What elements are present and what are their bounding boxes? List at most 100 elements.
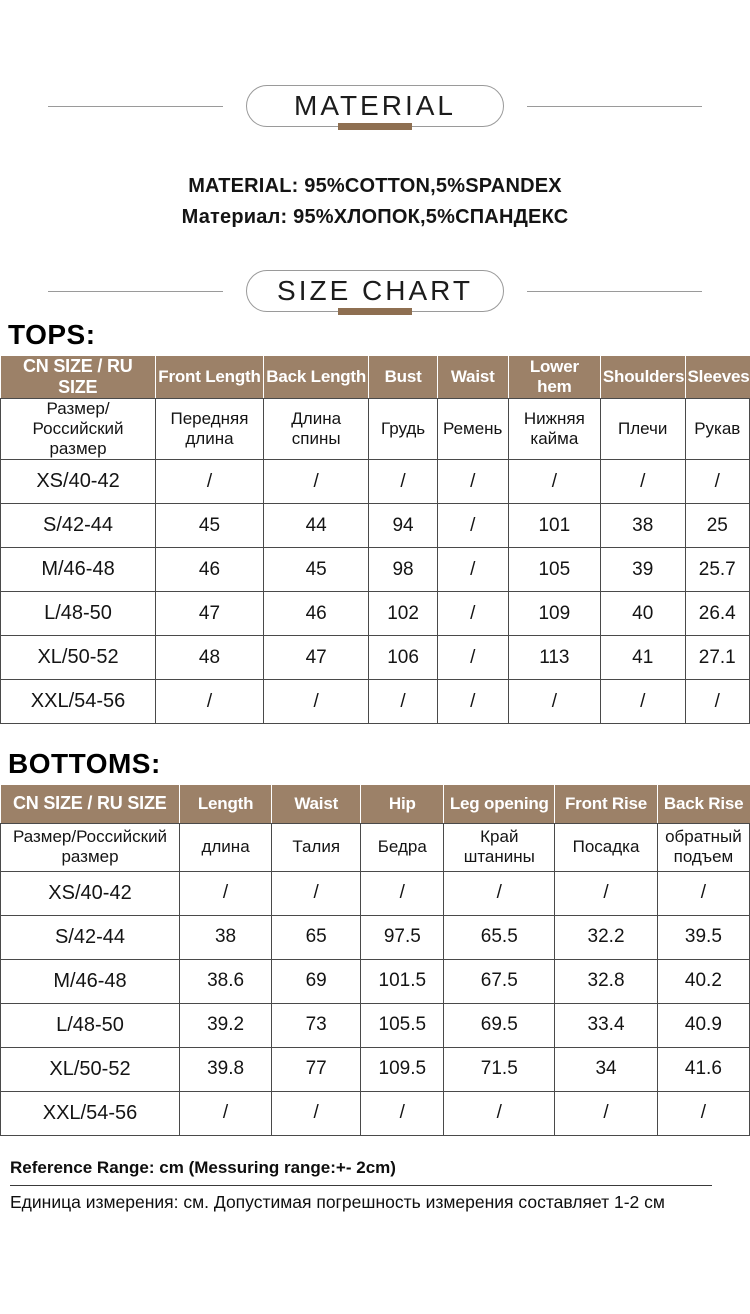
measurement-value-cell: 65: [271, 914, 362, 960]
measurement-value-cell: 47: [155, 591, 264, 636]
column-header-en: Shoulders: [599, 356, 686, 399]
footer-divider-line: [10, 1184, 712, 1186]
column-header-ru: Длина спины: [262, 398, 370, 460]
measurement-value-cell: /: [684, 459, 750, 504]
measurement-value-cell: /: [262, 679, 370, 724]
measurement-value-cell: /: [155, 459, 264, 504]
measurement-value-cell: /: [443, 870, 556, 916]
measurement-value-cell: 41.6: [656, 1046, 750, 1092]
measurement-value-cell: 41: [599, 635, 686, 680]
size-label-cell: L/48-50: [0, 591, 157, 636]
column-header-en: Sleeves: [684, 356, 750, 399]
measurement-value-cell: 105.5: [360, 1002, 445, 1048]
material-composition-en: MATERIAL: 95%COTTON,5%SPANDEX: [188, 175, 562, 197]
size-label-cell: XL/50-52: [0, 1046, 180, 1092]
measurement-value-cell: 113: [507, 635, 601, 680]
column-header-en: Waist: [271, 785, 362, 824]
measurement-value-cell: 105: [507, 547, 601, 592]
material-composition: MATERIAL: 95%COTTON,5%SPANDEX Материал: …: [0, 171, 750, 233]
size-chart-section-header: SIZE CHART: [0, 270, 750, 315]
size-label-cell: XS/40-42: [0, 459, 157, 504]
bottoms-size-table: CN SIZE / RU SIZE Length Waist Hip Leg openi…: [0, 785, 750, 1136]
column-header-ru: Плечи: [599, 398, 686, 460]
measurement-value-cell: /: [178, 870, 273, 916]
size-label-cell: XS/40-42: [0, 870, 180, 916]
column-header-ru: Бедра: [360, 822, 445, 872]
measurement-value-cell: 109: [507, 591, 601, 636]
measurement-value-cell: 25.7: [684, 547, 750, 592]
column-header-ru: Рукав: [684, 398, 750, 460]
measurement-value-cell: /: [507, 679, 601, 724]
column-header-ru: Талия: [271, 822, 362, 872]
size-label-cell: L/48-50: [0, 1002, 180, 1048]
column-header-ru: Грудь: [368, 398, 438, 460]
bottoms-table-row: L/48-50 39.2 73 105.5 69.5 33.4 40.9: [0, 1002, 750, 1048]
measurement-value-cell: 47: [262, 635, 370, 680]
measurement-value-cell: 27.1: [684, 635, 750, 680]
measurement-value-cell: 44: [262, 503, 370, 548]
measurement-value-cell: /: [368, 459, 438, 504]
measurement-value-cell: 46: [262, 591, 370, 636]
tops-table-row: M/46-48 46 45 98/105 39 25.7: [0, 547, 750, 592]
measurement-value-cell: 73: [271, 1002, 362, 1048]
measurement-value-cell: /: [656, 870, 750, 916]
reference-note-ru: Единица измерения: см. Допустимая погреш…: [10, 1191, 665, 1212]
measurement-value-cell: /: [360, 1090, 445, 1136]
measurement-value-cell: 32.8: [554, 958, 658, 1004]
measurement-value-cell: /: [507, 459, 601, 504]
column-header-en: Front Rise: [554, 785, 658, 824]
measurement-value-cell: /: [368, 679, 438, 724]
column-header-ru: Нижняя кайма: [507, 398, 601, 460]
bottoms-table-row: XL/50-52 39.8 77 109.5 71.5 34 41.6: [0, 1046, 750, 1092]
material-title: MATERIAL: [294, 90, 456, 121]
right-divider-line: [527, 290, 702, 292]
tops-header-row-ru: Размер/Российский размер Передняя длина Дл…: [0, 398, 750, 460]
left-divider-line: [48, 105, 223, 107]
measurement-value-cell: /: [271, 870, 362, 916]
measurement-value-cell: /: [443, 1090, 556, 1136]
column-header-ru: длина: [178, 822, 273, 872]
column-header-en: Lower hem: [507, 356, 601, 399]
measurement-value-cell: /: [599, 679, 686, 724]
measurement-value-cell: 46: [155, 547, 264, 592]
measurement-value-cell: /: [599, 459, 686, 504]
bottoms-header-row-ru: Размер/Российский размер длина Талия Бедра К…: [0, 822, 750, 872]
measurement-value-cell: 69.5: [443, 1002, 556, 1048]
measurement-value-cell: 38.6: [178, 958, 273, 1004]
column-header-ru: Размер/Российский размер: [0, 822, 180, 872]
bottoms-table-row: XXL/54-56// / / / /: [0, 1090, 750, 1136]
measurement-value-cell: /: [684, 679, 750, 724]
bottoms-header-row-en: CN SIZE / RU SIZE Length Waist Hip Leg openi…: [0, 785, 750, 824]
measurement-value-cell: /: [178, 1090, 273, 1136]
measurement-value-cell: 69: [271, 958, 362, 1004]
measurement-value-cell: 40.2: [656, 958, 750, 1004]
measurement-value-cell: /: [436, 635, 509, 680]
column-header-en: Leg opening: [443, 785, 556, 824]
measurement-value-cell: /: [360, 870, 445, 916]
column-header-ru: Передняя длина: [155, 398, 264, 460]
measurement-value-cell: 45: [262, 547, 370, 592]
measurement-value-cell: 33.4: [554, 1002, 658, 1048]
column-header-ru: Размер/Российский размер: [0, 398, 157, 460]
measurement-value-cell: /: [271, 1090, 362, 1136]
column-header-en: Hip: [360, 785, 445, 824]
bottoms-table-row: M/46-48 38.6 69 101.5 67.5 32.8 40.2: [0, 958, 750, 1004]
tops-table-row: XS/40-42// / / / / /: [0, 459, 750, 504]
measurement-value-cell: 40.9: [656, 1002, 750, 1048]
tops-table-row: XXL/54-56// / / / / /: [0, 679, 750, 724]
reference-note-en: Reference Range: cm (Messuring range:+- …: [10, 1157, 396, 1177]
measurement-value-cell: 39.2: [178, 1002, 273, 1048]
measurement-value-cell: 101: [507, 503, 601, 548]
size-label-cell: M/46-48: [0, 958, 180, 1004]
material-section-header: MATERIAL: [0, 85, 750, 130]
column-header-ru: Посадка: [554, 822, 658, 872]
measurement-value-cell: 38: [599, 503, 686, 548]
measurement-value-cell: 34: [554, 1046, 658, 1092]
column-header-en: Bust: [368, 356, 438, 399]
measurement-value-cell: 94: [368, 503, 438, 548]
measurement-value-cell: /: [436, 547, 509, 592]
measurement-value-cell: 40: [599, 591, 686, 636]
measurement-value-cell: 98: [368, 547, 438, 592]
column-header-en: CN SIZE / RU SIZE: [0, 356, 157, 399]
measurement-value-cell: /: [554, 870, 658, 916]
